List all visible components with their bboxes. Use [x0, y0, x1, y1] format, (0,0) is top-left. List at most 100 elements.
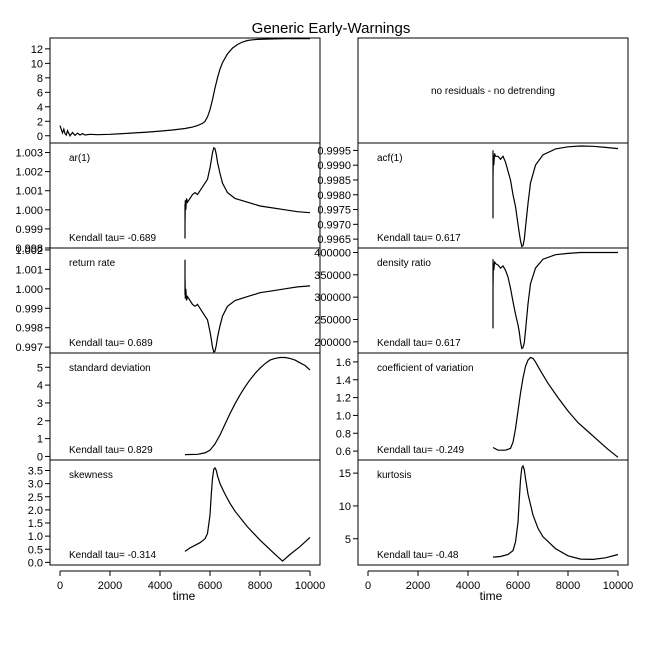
acf1-ytick-label: 0.9985 — [317, 175, 351, 187]
kurtosis-ytick-label: 5 — [345, 534, 351, 546]
sd-ytick-label: 5 — [37, 362, 43, 374]
return_rate-series-line — [184, 259, 311, 354]
series-ytick-label: 12 — [31, 44, 43, 56]
cv-panel-label: coefficient of variation — [377, 363, 474, 374]
cv-ytick-label: 0.6 — [336, 446, 351, 458]
ar1-kendall-tau: Kendall tau= -0.689 — [69, 233, 156, 244]
x-axis-label-right: time — [480, 589, 503, 603]
sd-ytick-label: 1 — [37, 434, 43, 446]
series-ytick-label: 8 — [37, 73, 43, 85]
density_ratio-series-line — [492, 251, 618, 350]
cv-ytick-label: 1.0 — [336, 410, 351, 422]
return_rate-ytick-label: 0.998 — [15, 323, 43, 335]
x-tick-label-1: 6000 — [506, 580, 530, 592]
cv-ytick-label: 1.6 — [336, 357, 351, 369]
density_ratio-ytick-label: 200000 — [314, 337, 351, 349]
return_rate-kendall-tau: Kendall tau= 0.689 — [69, 338, 153, 349]
x-tick-label-0: 8000 — [248, 580, 272, 592]
cv-ytick-label: 1.2 — [336, 393, 351, 405]
x-axis-label-left: time — [173, 589, 196, 603]
return_rate-ytick-label: 1.001 — [15, 264, 43, 276]
panel-frame-kurtosis — [357, 459, 629, 566]
panel-frame-skewness — [49, 459, 321, 566]
series-ytick-label: 10 — [31, 58, 43, 70]
ar1-ytick-label: 1.000 — [15, 205, 43, 217]
ar1-ytick-label: 0.998 — [15, 243, 43, 255]
kurtosis-ytick-label: 10 — [339, 501, 351, 513]
acf1-ytick-label: 0.9995 — [317, 145, 351, 157]
x-tick-label-0: 6000 — [198, 580, 222, 592]
series-ytick-label: 0 — [37, 131, 43, 143]
density_ratio-kendall-tau: Kendall tau= 0.617 — [377, 338, 461, 349]
no-detrending-note: no residuals - no detrending — [431, 86, 555, 97]
density_ratio-ytick-label: 400000 — [314, 247, 351, 259]
x-tick-label-0: 2000 — [98, 580, 122, 592]
sd-series-line — [184, 356, 311, 456]
skewness-ytick-label: 3.0 — [28, 479, 43, 491]
skewness-ytick-label: 0.5 — [28, 544, 43, 556]
series-series-line — [59, 38, 310, 137]
return_rate-ytick-label: 1.000 — [15, 284, 43, 296]
skewness-series-line — [184, 466, 311, 562]
series-ytick-label: 2 — [37, 116, 43, 128]
acf1-ytick-label: 0.9990 — [317, 160, 351, 172]
sd-panel-label: standard deviation — [69, 363, 151, 374]
skewness-ytick-label: 0.0 — [28, 557, 43, 569]
ar1-ytick-label: 0.999 — [15, 224, 43, 236]
x-tick-label-1: 4000 — [456, 580, 480, 592]
kurtosis-series-line — [492, 464, 619, 561]
figure-title: Generic Early-Warnings — [252, 20, 411, 37]
acf1-kendall-tau: Kendall tau= 0.617 — [377, 233, 461, 244]
sd-ytick-label: 0 — [37, 451, 43, 463]
return_rate-panel-label: return rate — [69, 258, 116, 269]
skewness-ytick-label: 2.5 — [28, 492, 43, 504]
skewness-panel-label: skewness — [69, 470, 113, 481]
sd-ytick-label: 4 — [37, 380, 43, 392]
skewness-ytick-label: 2.0 — [28, 505, 43, 517]
density_ratio-ytick-label: 350000 — [314, 270, 351, 282]
panel-frame-series — [49, 37, 321, 144]
series-ytick-label: 6 — [37, 87, 43, 99]
skewness-ytick-label: 1.0 — [28, 531, 43, 543]
ar1-ytick-label: 1.001 — [15, 186, 43, 198]
cv-series-line — [492, 356, 619, 458]
ar1-series-line — [184, 146, 311, 239]
acf1-panel-label: acf(1) — [377, 153, 403, 164]
return_rate-ytick-label: 1.002 — [15, 245, 43, 257]
acf1-ytick-label: 0.9970 — [317, 219, 351, 231]
series-ytick-label: 4 — [37, 102, 43, 114]
acf1-ytick-label: 0.9965 — [317, 234, 351, 246]
kurtosis-panel-label: kurtosis — [377, 470, 411, 481]
ar1-ytick-label: 1.003 — [15, 148, 43, 160]
ar1-panel-label: ar(1) — [69, 153, 90, 164]
skewness-ytick-label: 3.5 — [28, 466, 43, 478]
return_rate-ytick-label: 0.999 — [15, 303, 43, 315]
x-tick-label-1: 2000 — [406, 580, 430, 592]
skewness-ytick-label: 1.5 — [28, 518, 43, 530]
kurtosis-ytick-label: 15 — [339, 468, 351, 480]
ar1-ytick-label: 1.002 — [15, 167, 43, 179]
cv-kendall-tau: Kendall tau= -0.249 — [377, 445, 464, 456]
x-tick-label-1: 10000 — [603, 580, 634, 592]
acf1-series-line — [492, 145, 619, 248]
acf1-ytick-label: 0.9975 — [317, 205, 351, 217]
cv-ytick-label: 1.4 — [336, 375, 351, 387]
x-tick-label-0: 4000 — [148, 580, 172, 592]
density_ratio-panel-label: density ratio — [377, 258, 431, 269]
cv-ytick-label: 0.8 — [336, 428, 351, 440]
acf1-ytick-label: 0.9980 — [317, 190, 351, 202]
skewness-kendall-tau: Kendall tau= -0.314 — [69, 550, 156, 561]
x-tick-label-0: 10000 — [295, 580, 326, 592]
return_rate-ytick-label: 0.997 — [15, 342, 43, 354]
x-tick-label-0: 0 — [57, 580, 63, 592]
kurtosis-kendall-tau: Kendall tau= -0.48 — [377, 550, 459, 561]
sd-ytick-label: 2 — [37, 416, 43, 428]
density_ratio-ytick-label: 300000 — [314, 292, 351, 304]
sd-kendall-tau: Kendall tau= 0.829 — [69, 445, 153, 456]
sd-ytick-label: 3 — [37, 398, 43, 410]
density_ratio-ytick-label: 250000 — [314, 314, 351, 326]
x-tick-label-1: 8000 — [556, 580, 580, 592]
x-tick-label-1: 0 — [365, 580, 371, 592]
